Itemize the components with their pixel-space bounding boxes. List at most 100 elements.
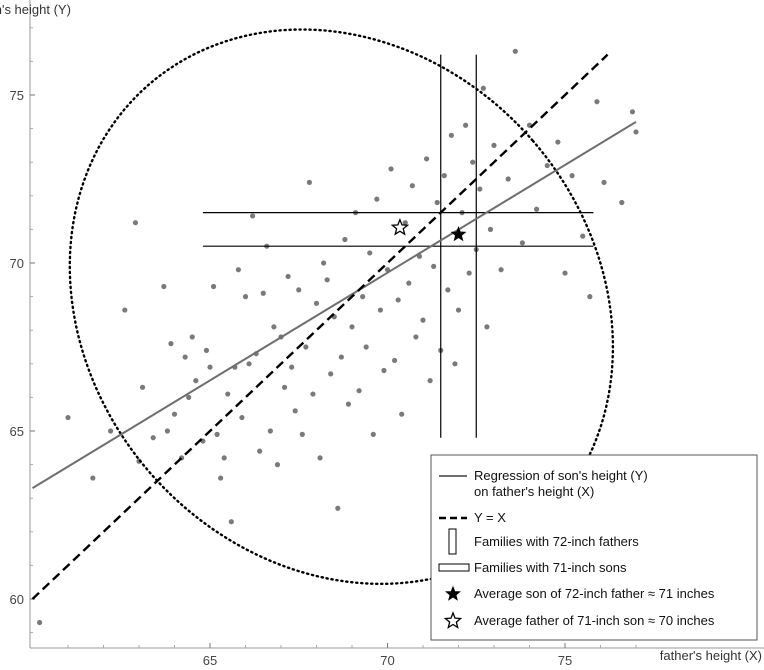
data-point [186, 394, 192, 400]
y-tick-label: 60 [10, 592, 24, 607]
data-point [246, 361, 252, 367]
data-point [420, 317, 426, 323]
legend-label-regression-line2: on father's height (X) [474, 484, 594, 499]
data-point [310, 391, 316, 397]
data-point [409, 183, 415, 189]
legend-label-avg-son: Average son of 72-inch father ≈ 71 inche… [474, 586, 715, 601]
data-point [562, 270, 568, 276]
data-point [296, 287, 302, 293]
data-point [587, 294, 593, 300]
data-point [505, 176, 511, 182]
data-point [356, 388, 362, 394]
data-point [274, 462, 281, 468]
data-point [164, 428, 170, 434]
data-point [374, 196, 380, 202]
data-point [214, 431, 220, 437]
data-point [260, 290, 266, 296]
data-point [292, 408, 298, 414]
data-point [218, 475, 224, 481]
legend-label-horizontal-strip: Families with 71-inch sons [474, 560, 627, 575]
data-point [452, 361, 458, 367]
data-point [168, 341, 174, 347]
y-axis-ticks: 60 65 70 75 [10, 27, 35, 634]
y-tick-label: 65 [10, 424, 24, 439]
data-point [342, 236, 348, 243]
data-point [399, 411, 405, 417]
data-point [242, 294, 249, 300]
data-point [313, 300, 320, 306]
data-point [395, 297, 401, 303]
data-point [381, 367, 387, 374]
legend-marker-horizontal-strip [438, 563, 470, 572]
data-point [210, 283, 217, 290]
avg-son-star-marker [450, 226, 467, 242]
data-point [441, 173, 447, 179]
x-axis-label: father's height (X) [660, 648, 762, 663]
data-point [363, 344, 369, 350]
data-point [377, 307, 383, 313]
data-point [388, 166, 394, 172]
data-point [122, 307, 128, 313]
legend: Regression of son's height (Y) on father… [430, 454, 758, 641]
data-point [324, 277, 330, 283]
data-point [434, 199, 440, 206]
legend-box [430, 454, 758, 641]
data-point [239, 414, 245, 421]
data-point [619, 199, 625, 206]
legend-label-vertical-strip: Families with 72-inch fathers [474, 534, 639, 549]
data-point [303, 344, 309, 350]
data-point [406, 280, 412, 286]
data-point [139, 384, 146, 390]
data-point [228, 519, 234, 525]
data-point [534, 206, 540, 212]
avg-father-star-marker [390, 217, 410, 236]
data-point [360, 294, 366, 300]
data-point [299, 431, 305, 437]
conditional-strips [202, 54, 594, 438]
data-point [544, 162, 550, 169]
data-point [90, 475, 96, 481]
data-point [466, 270, 472, 276]
data-point [448, 132, 454, 138]
regression-line [31, 121, 637, 489]
data-point [189, 334, 195, 340]
x-tick-label: 75 [558, 653, 572, 668]
identity-line [31, 53, 609, 600]
data-point [321, 260, 327, 266]
legend-marker-filled-star [445, 585, 461, 601]
data-point [569, 173, 575, 179]
confidence-ellipse [68, 28, 615, 586]
data-point [37, 619, 43, 626]
data-point [349, 324, 355, 330]
data-point [207, 364, 213, 370]
legend-label-avg-father: Average father of 71-inch son ≈ 70 inche… [474, 613, 715, 628]
legend-label-identity: Y = X [474, 510, 506, 525]
data-point [108, 428, 114, 434]
data-point [484, 324, 490, 330]
data-point [338, 354, 344, 360]
data-point [150, 435, 156, 441]
legend-marker-hollow-star [443, 611, 463, 629]
y-axis-label: son's height (Y) [0, 2, 71, 17]
data-point [498, 267, 504, 273]
y-tick-label: 75 [10, 88, 24, 103]
data-point [370, 431, 376, 437]
data-point [65, 414, 71, 421]
data-point [470, 159, 476, 165]
data-point [491, 142, 497, 148]
data-point [477, 186, 483, 192]
data-point [455, 307, 462, 313]
data-point [193, 378, 199, 384]
data-point [580, 233, 586, 239]
data-point [335, 505, 341, 511]
data-point [257, 448, 263, 454]
data-point [221, 455, 227, 461]
data-point [182, 354, 188, 360]
data-point [423, 156, 430, 162]
data-point [171, 411, 178, 417]
data-point [267, 428, 273, 434]
data-point [289, 364, 295, 370]
data-point [555, 139, 561, 145]
data-point [306, 179, 312, 185]
